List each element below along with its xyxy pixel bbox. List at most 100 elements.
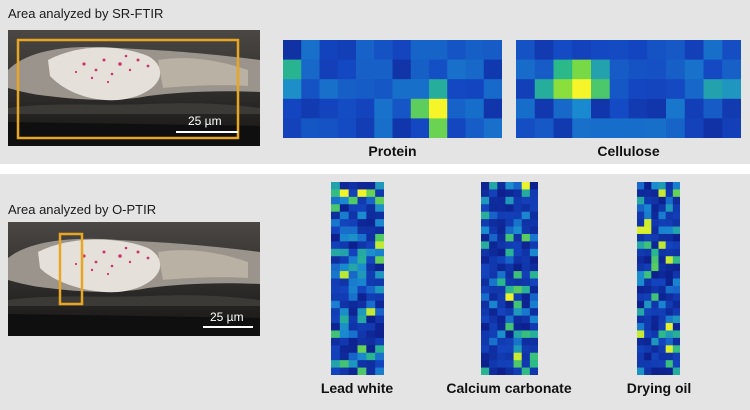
protein-cell [392,59,412,80]
lead-white-cell [339,182,350,190]
lead-white-cell [366,308,376,317]
calcium-carbonate-cell [497,352,506,361]
cellulose-cell [647,59,667,80]
sr-ftir-scale-label: 25 µm [188,114,222,128]
drying-oil-cell [658,263,667,272]
calcium-carbonate-cell [505,293,514,302]
drying-oil-cell [672,241,680,250]
calcium-carbonate-cell [481,271,490,279]
lead-white-cell [375,219,384,227]
calcium-carbonate-cell [497,233,506,242]
drying-oil-cell [658,360,667,368]
o-ptir-panel: Area analyzed by O-PTIR [0,174,750,410]
lead-white-cell [375,367,384,375]
calcium-carbonate-cell [529,219,538,227]
lead-white-map-label: Lead white [320,380,394,396]
lead-white-cell [348,204,358,213]
lead-white-cell [366,189,376,198]
drying-oil-cell [637,285,645,294]
drying-oil-cell [672,278,680,287]
lead-white-cell [339,248,350,257]
calcium-carbonate-map-label: Calcium carbonate [446,380,572,396]
drying-oil-cell [672,182,680,190]
lead-white-cell [331,211,341,220]
lead-white-cell [348,293,358,302]
drying-oil-cell [658,293,667,302]
calcium-carbonate-cell [481,219,490,227]
lead-white-cell [357,308,367,317]
drying-oil-cell [637,189,645,198]
lead-white-cell [366,233,376,242]
lead-white-cell [366,278,376,287]
calcium-carbonate-cell [497,263,506,272]
lead-white-cell [339,352,350,361]
calcium-carbonate-cell [505,271,514,279]
drying-oil-cell [644,293,652,302]
lead-white-cell [331,352,341,361]
calcium-carbonate-cell [481,345,490,354]
protein-cell [392,79,412,100]
calcium-carbonate-cell [521,345,531,354]
drying-oil-cell [665,352,674,361]
lead-white-cell [375,189,384,198]
cellulose-cell [572,79,592,100]
calcium-carbonate-cell [497,226,506,235]
calcium-carbonate-cell [521,189,531,198]
drying-oil-cell [637,345,645,354]
lead-white-cell [375,271,384,279]
lead-white-cell [348,226,358,235]
drying-oil-cell [637,204,645,213]
lead-white-cell [366,337,376,346]
lead-white-cell [357,233,367,242]
lead-white-cell [375,211,384,220]
lead-white-cell [348,241,358,250]
protein-cell [319,118,339,138]
calcium-carbonate-cell [489,285,498,294]
lead-white-cell [357,271,367,279]
calcium-carbonate-cell [513,308,523,317]
calcium-carbonate-cell [489,241,498,250]
cellulose-cell [609,118,629,138]
cellulose-cell [722,118,741,138]
drying-oil-cell [665,337,674,346]
drying-oil-cell [637,308,645,317]
calcium-carbonate-cell [529,352,538,361]
drying-oil-cell [658,300,667,309]
lead-white-cell [339,293,350,302]
lead-white-cell [357,196,367,205]
calcium-carbonate-cell [529,182,538,190]
sr-ftir-micrograph: 25 µm [8,30,260,146]
lead-white-cell [331,293,341,302]
drying-oil-cell [665,367,674,375]
calcium-carbonate-cell [513,330,523,339]
calcium-carbonate-cell [497,360,506,368]
cellulose-cell [516,118,536,138]
drying-oil-cell [644,248,652,257]
calcium-carbonate-cell [481,241,490,250]
lead-white-cell [339,256,350,265]
drying-oil-cell [651,285,659,294]
drying-oil-cell [672,337,680,346]
calcium-carbonate-cell [489,360,498,368]
protein-cell [410,118,430,138]
lead-white-cell [357,182,367,190]
cellulose-cell [609,40,629,60]
drying-oil-cell [658,337,667,346]
calcium-carbonate-cell [497,248,506,257]
calcium-carbonate-cell [497,182,506,190]
drying-oil-cell [651,256,659,265]
lead-white-cell [339,367,350,375]
drying-oil-cell [651,337,659,346]
calcium-carbonate-cell [489,226,498,235]
drying-oil-cell [658,352,667,361]
protein-cell [483,98,502,119]
calcium-carbonate-cell [489,352,498,361]
cellulose-cell [628,98,648,119]
calcium-carbonate-cell [505,248,514,257]
calcium-carbonate-cell [489,196,498,205]
calcium-carbonate-cell [521,226,531,235]
drying-oil-cell [637,337,645,346]
drying-oil-cell [658,211,667,220]
calcium-carbonate-cell [521,367,531,375]
drying-oil-cell [672,285,680,294]
